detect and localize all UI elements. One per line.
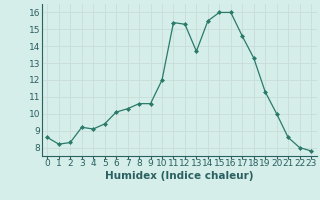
X-axis label: Humidex (Indice chaleur): Humidex (Indice chaleur) (105, 171, 253, 181)
